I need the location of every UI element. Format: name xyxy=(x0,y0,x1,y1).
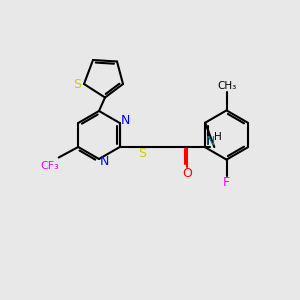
Text: N: N xyxy=(206,135,215,148)
Text: N: N xyxy=(121,113,130,127)
Text: F: F xyxy=(223,176,230,189)
Text: H: H xyxy=(214,132,222,142)
Text: CH₃: CH₃ xyxy=(217,81,236,91)
Text: O: O xyxy=(182,167,192,180)
Text: N: N xyxy=(100,155,109,169)
Text: S: S xyxy=(74,77,81,91)
Text: CF₃: CF₃ xyxy=(40,161,59,171)
Text: S: S xyxy=(138,147,146,160)
